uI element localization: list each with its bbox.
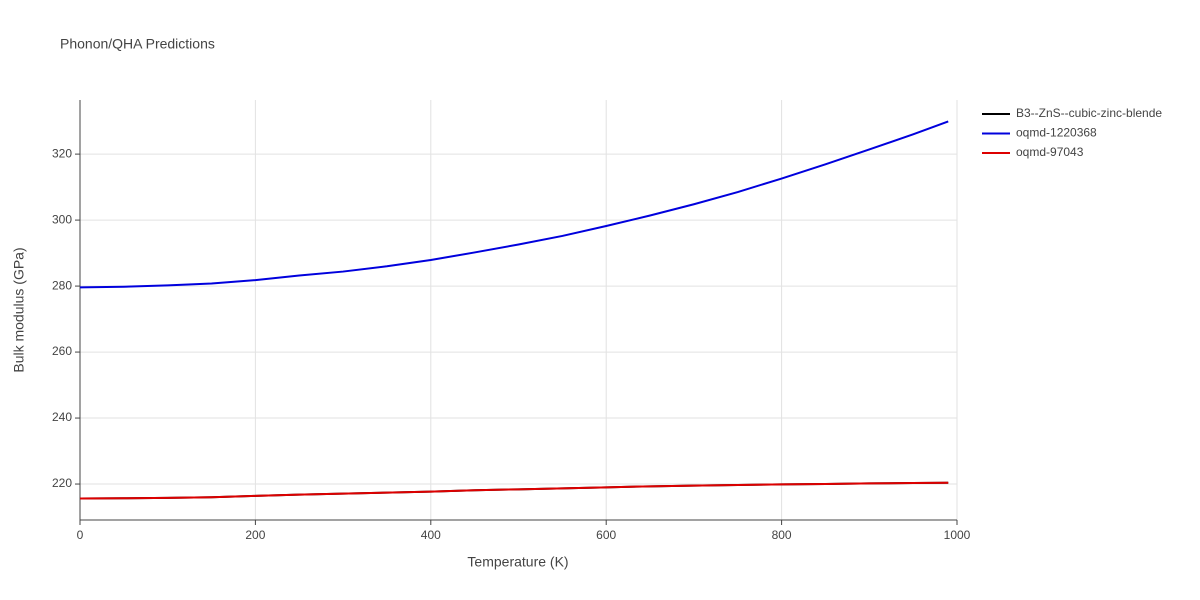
y-tick-label: 260: [52, 344, 72, 358]
x-tick-label: 400: [421, 528, 441, 542]
x-tick-label: 800: [772, 528, 792, 542]
x-tick-label: 200: [245, 528, 265, 542]
y-axis-label: Bulk modulus (GPa): [11, 247, 27, 372]
y-tick-label: 300: [52, 212, 72, 226]
legend-label: oqmd-97043: [1016, 145, 1084, 159]
x-tick-label: 600: [596, 528, 616, 542]
legend-label: oqmd-1220368: [1016, 126, 1097, 140]
y-tick-label: 280: [52, 278, 72, 292]
y-tick-label: 320: [52, 146, 72, 160]
x-tick-label: 0: [77, 528, 84, 542]
chart-title: Phonon/QHA Predictions: [60, 36, 215, 52]
x-tick-label: 1000: [944, 528, 971, 542]
y-tick-label: 220: [52, 476, 72, 490]
y-tick-label: 240: [52, 410, 72, 424]
data-line: [79, 481, 949, 500]
legend-label: B3--ZnS--cubic-zinc-blende: [1016, 106, 1162, 120]
data-line: [79, 120, 949, 289]
x-axis-label: Temperature (K): [467, 554, 568, 570]
